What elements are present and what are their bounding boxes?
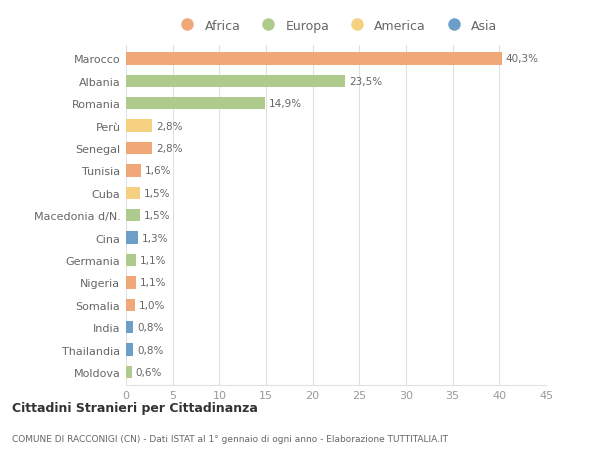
Bar: [126, 232, 138, 244]
Legend: Africa, Europa, America, Asia: Africa, Europa, America, Asia: [171, 16, 501, 36]
Text: 0,8%: 0,8%: [137, 323, 164, 332]
Text: 14,9%: 14,9%: [269, 99, 302, 109]
Bar: [126, 143, 152, 155]
Text: COMUNE DI RACCONIGI (CN) - Dati ISTAT al 1° gennaio di ogni anno - Elaborazione : COMUNE DI RACCONIGI (CN) - Dati ISTAT al…: [12, 434, 448, 442]
Bar: [126, 344, 133, 356]
Bar: [126, 277, 136, 289]
Bar: [126, 76, 346, 88]
Text: 23,5%: 23,5%: [349, 77, 382, 87]
Bar: [126, 98, 265, 110]
Text: 1,5%: 1,5%: [144, 211, 170, 221]
Text: 1,3%: 1,3%: [142, 233, 169, 243]
Bar: [126, 254, 136, 267]
Text: 40,3%: 40,3%: [506, 54, 539, 64]
Bar: [126, 120, 152, 133]
Bar: [126, 299, 136, 311]
Text: 1,5%: 1,5%: [144, 188, 170, 198]
Bar: [126, 165, 141, 177]
Bar: [126, 210, 140, 222]
Text: 1,6%: 1,6%: [145, 166, 171, 176]
Text: 0,8%: 0,8%: [137, 345, 164, 355]
Bar: [126, 321, 133, 334]
Text: 0,6%: 0,6%: [136, 367, 162, 377]
Bar: [126, 53, 502, 66]
Text: Cittadini Stranieri per Cittadinanza: Cittadini Stranieri per Cittadinanza: [12, 401, 258, 414]
Text: 2,8%: 2,8%: [156, 121, 182, 131]
Text: 1,0%: 1,0%: [139, 300, 166, 310]
Bar: [126, 366, 131, 378]
Text: 2,8%: 2,8%: [156, 144, 182, 154]
Bar: [126, 187, 140, 200]
Text: 1,1%: 1,1%: [140, 255, 167, 265]
Text: 1,1%: 1,1%: [140, 278, 167, 288]
